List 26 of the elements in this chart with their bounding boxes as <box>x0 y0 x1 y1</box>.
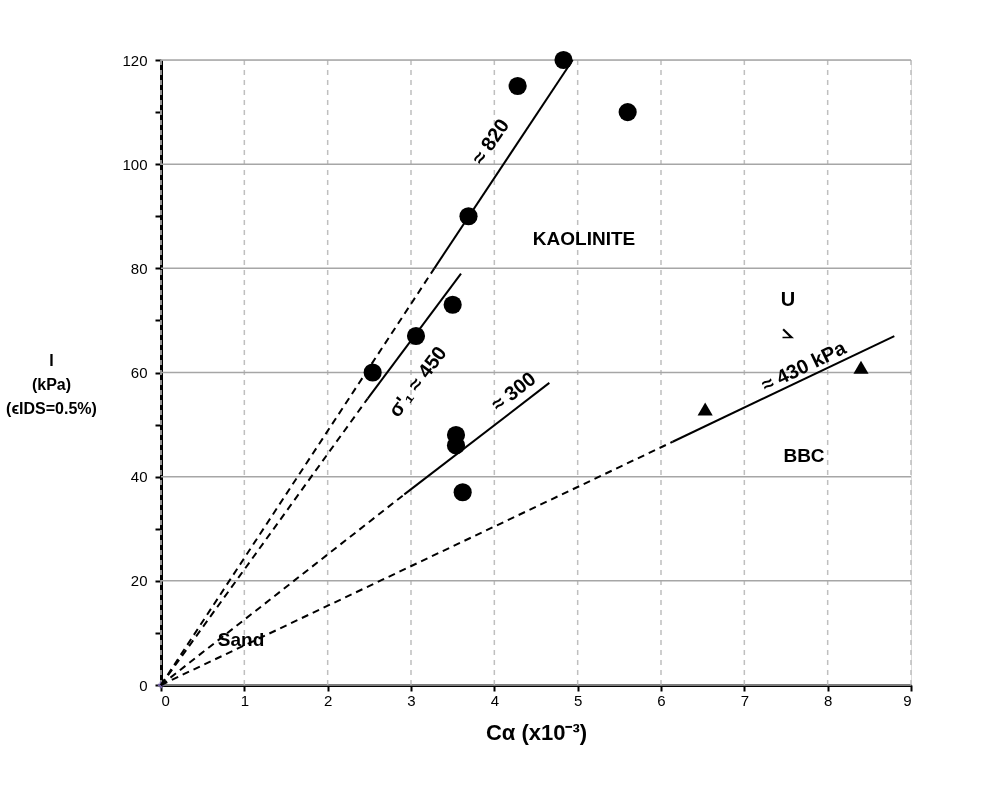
y-tick-label: 40 <box>130 468 148 486</box>
x-tick-label: 0 <box>161 691 170 709</box>
y-axis-title: I (kPa) (ϵIDS=0.5%) <box>6 351 97 417</box>
annotation: BBC <box>783 445 825 466</box>
x-tick-label: 7 <box>740 691 750 709</box>
x-tick-label: 1 <box>240 691 250 709</box>
annotation: ≈ 300 <box>486 367 540 416</box>
y-tick-label: 100 <box>122 155 148 173</box>
x-tick-label: 4 <box>490 691 500 709</box>
y-tick-label: 0 <box>139 676 148 694</box>
x-axis-title: Cα (x10⁻³) <box>485 719 588 745</box>
annotation: ⦣ <box>782 319 795 343</box>
x-tick-label: 8 <box>823 691 833 709</box>
y-tick-label: 120 <box>122 51 148 69</box>
annotation: KAOLINITE <box>532 228 636 249</box>
annotation: σ'₁ ≈ 450 <box>383 341 451 421</box>
y-tick-label: 80 <box>130 259 148 277</box>
y-tick-label: 60 <box>130 364 148 381</box>
x-tick-label: 5 <box>573 691 583 709</box>
annotation: U <box>780 288 796 310</box>
x-tick-label: 6 <box>657 691 666 709</box>
y-tick-label: 20 <box>130 572 148 590</box>
annotation: ≈ 820 <box>467 114 514 169</box>
x-tick-label: 3 <box>407 691 416 709</box>
x-tick-label: 9 <box>903 691 912 709</box>
x-tick-label: 2 <box>323 691 333 709</box>
